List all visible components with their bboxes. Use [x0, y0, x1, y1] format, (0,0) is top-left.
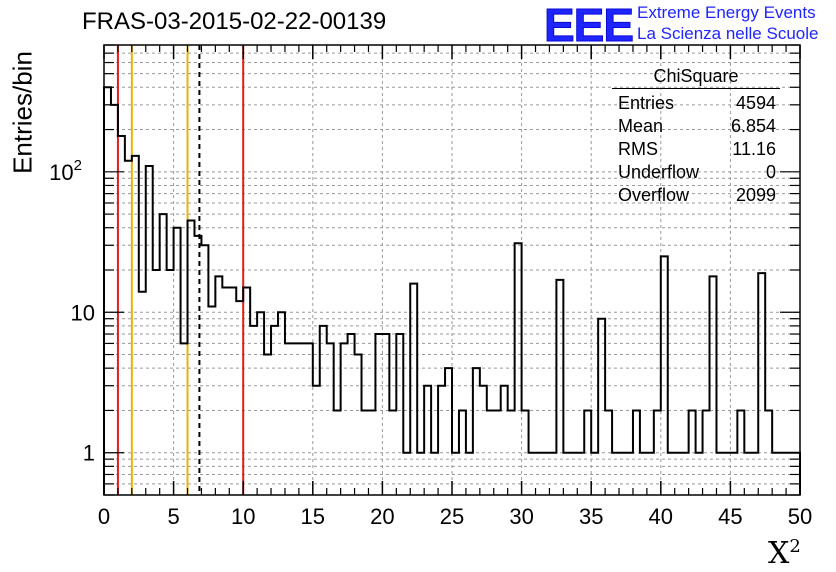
stats-label: Mean: [618, 116, 664, 136]
stats-row: Underflow 0: [612, 162, 780, 185]
x-tick-label: 20: [370, 504, 394, 529]
stats-row: Entries 4594: [612, 93, 780, 116]
chart-title: FRAS-03-2015-02-22-00139: [82, 8, 387, 35]
stats-row: Mean 6.854: [612, 116, 780, 139]
stats-label: Overflow: [618, 185, 690, 205]
stats-row: RMS 11.16: [612, 139, 780, 162]
stats-box: ChiSquare Entries 4594 Mean 6.854 RMS 11.16 Un…: [612, 66, 780, 208]
x-tick-label: 5: [167, 504, 179, 529]
stats-title: ChiSquare: [612, 66, 780, 89]
x-tick-label: 10: [231, 504, 255, 529]
stats-row: Overflow 2099: [612, 185, 780, 208]
stats-value: 2099: [735, 185, 776, 205]
x-axis-label: X2: [768, 536, 801, 571]
x-tick-label: 45: [718, 504, 742, 529]
y-tick-label: 1: [83, 441, 95, 466]
stats-value: 11.16: [732, 139, 776, 159]
y-axis-label: Entries/bin: [7, 51, 38, 174]
eee-logo: EEE: [543, 0, 634, 52]
stats-label: RMS: [618, 139, 658, 159]
x-tick-label: 15: [301, 504, 325, 529]
x-tick-label: 0: [98, 504, 110, 529]
x-tick-label: 25: [440, 504, 464, 529]
logo-line-1: Extreme Energy Events: [637, 3, 816, 22]
stats-label: Underflow: [618, 162, 700, 182]
y-tick-label: 10: [71, 300, 95, 325]
y-tick-label: 102: [49, 157, 82, 185]
x-axis: 0 5 10 15 20 25 30 35 40 45 50: [98, 45, 812, 529]
x-tick-label: 40: [649, 504, 673, 529]
logo-line-2: La Scienza nelle Scuole: [637, 24, 819, 43]
y-tick-label-base: 10: [49, 160, 73, 185]
stats-label: Entries: [618, 93, 675, 113]
y-tick-label-base: 1: [83, 441, 95, 466]
histogram-series: [103, 86, 801, 495]
y-tick-label-exponent: 2: [74, 157, 82, 174]
stats-value: 0: [765, 162, 776, 182]
x-tick-label: 35: [579, 504, 603, 529]
y-tick-label-base: 10: [71, 300, 95, 325]
stats-value: 4594: [735, 93, 776, 113]
x-tick-label: 50: [788, 504, 812, 529]
stats-value: 6.854: [730, 116, 776, 136]
x-tick-label: 30: [509, 504, 533, 529]
